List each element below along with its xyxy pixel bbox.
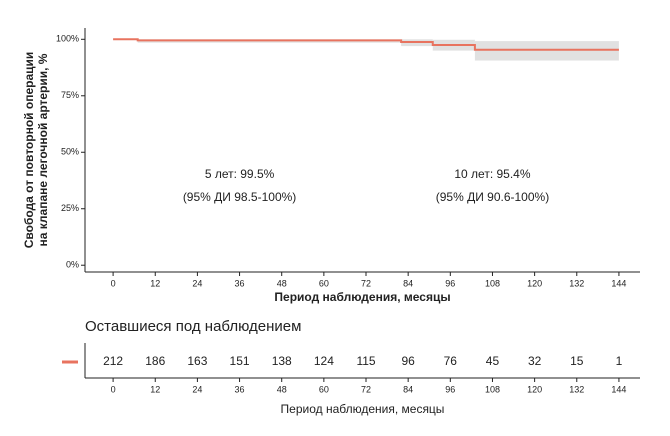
risk-x-tick-label: 120 bbox=[527, 384, 542, 394]
x-tick-label: 84 bbox=[403, 278, 413, 288]
risk-count: 96 bbox=[401, 354, 415, 368]
risk-x-tick-label: 24 bbox=[192, 384, 202, 394]
confidence-band bbox=[474, 41, 619, 61]
x-tick-label: 120 bbox=[527, 278, 542, 288]
risk-count: 45 bbox=[486, 354, 500, 368]
y-tick-label: 75% bbox=[61, 90, 79, 100]
x-tick-label: 108 bbox=[485, 278, 500, 288]
risk-count: 76 bbox=[444, 354, 458, 368]
risk-count: 151 bbox=[230, 354, 250, 368]
survival-curve bbox=[113, 38, 619, 51]
risk-x-tick-label: 60 bbox=[319, 384, 329, 394]
x-tick-label: 24 bbox=[192, 278, 202, 288]
risk-count: 163 bbox=[187, 354, 207, 368]
risk-table-title: Оставшиеся под наблюдением bbox=[85, 318, 301, 335]
x-tick-label: 36 bbox=[235, 278, 245, 288]
annotation: (95% ДИ 98.5-100%) bbox=[183, 190, 296, 204]
x-tick-label: 144 bbox=[611, 278, 626, 288]
risk-x-tick-label: 84 bbox=[403, 384, 413, 394]
risk-x-tick-label: 36 bbox=[235, 384, 245, 394]
risk-count: 1 bbox=[616, 354, 623, 368]
risk-count: 138 bbox=[272, 354, 292, 368]
y-tick-label: 0% bbox=[66, 260, 79, 270]
risk-x-tick-label: 96 bbox=[445, 384, 455, 394]
y-tick-label: 50% bbox=[61, 147, 79, 157]
risk-x-tick-label: 144 bbox=[611, 384, 626, 394]
x-tick-label: 96 bbox=[445, 278, 455, 288]
risk-count: 124 bbox=[314, 354, 334, 368]
x-tick-label: 48 bbox=[277, 278, 287, 288]
risk-count: 212 bbox=[103, 354, 123, 368]
x-tick-label: 132 bbox=[569, 278, 584, 288]
y-axis-title: Свобода от повторной операции bbox=[22, 52, 36, 249]
annotation: 5 лет: 99.5% bbox=[205, 167, 275, 181]
risk-count: 186 bbox=[145, 354, 165, 368]
annotation: 10 лет: 95.4% bbox=[454, 167, 530, 181]
x-tick-label: 72 bbox=[361, 278, 371, 288]
x-tick-label: 12 bbox=[150, 278, 160, 288]
risk-x-tick-label: 0 bbox=[111, 384, 116, 394]
y-axis-title: на клапане легочной артерии, % bbox=[36, 53, 50, 246]
risk-x-axis-title: Период наблюдения, месяцы bbox=[281, 402, 445, 416]
x-tick-label: 60 bbox=[319, 278, 329, 288]
annotation: (95% ДИ 90.6-100%) bbox=[436, 190, 549, 204]
risk-count: 32 bbox=[528, 354, 542, 368]
risk-x-tick-label: 72 bbox=[361, 384, 371, 394]
risk-x-tick-label: 48 bbox=[277, 384, 287, 394]
y-tick-label: 100% bbox=[56, 34, 79, 44]
risk-count: 115 bbox=[356, 354, 375, 368]
x-tick-label: 0 bbox=[111, 278, 116, 288]
risk-count: 15 bbox=[570, 354, 584, 368]
risk-x-tick-label: 132 bbox=[569, 384, 584, 394]
risk-x-tick-label: 108 bbox=[485, 384, 500, 394]
y-tick-label: 25% bbox=[61, 203, 79, 213]
risk-x-tick-label: 12 bbox=[150, 384, 160, 394]
x-axis-title: Период наблюдения, месяцы bbox=[274, 290, 450, 304]
